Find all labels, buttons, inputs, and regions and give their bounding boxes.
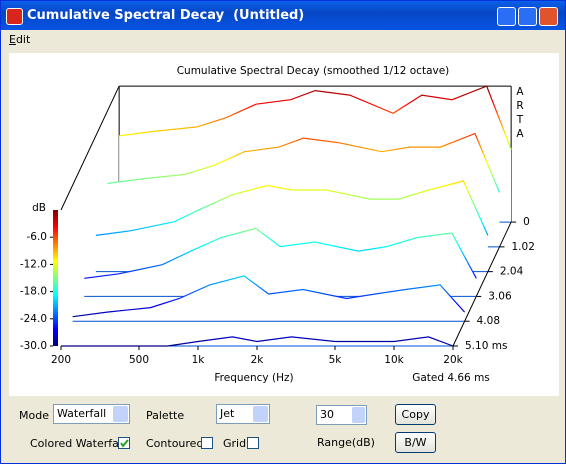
decay-slice (84, 227, 477, 279)
palette-label: Palette (146, 409, 185, 422)
range-value: 30 (320, 408, 334, 421)
dropdown-arrow (113, 406, 128, 422)
chart-title: Cumulative Spectral Decay (smoothed 1/12… (177, 65, 450, 77)
brand-letter: R (516, 100, 523, 112)
colored-waterfall-checkbox[interactable] (118, 437, 130, 449)
colored-waterfall-label: Colored Waterfall (30, 437, 125, 450)
z-tick-label: 3.06 (488, 290, 512, 302)
z-axis-label: Gated 4.66 ms (412, 372, 490, 384)
z-tick-label: 2.04 (500, 266, 524, 278)
y-tick-label: -18.0 (20, 286, 47, 298)
frame-line (452, 221, 512, 347)
menu-item[interactable]: Edit (9, 33, 31, 46)
slice-mask (84, 228, 477, 297)
x-tick-label: 200 (51, 354, 71, 366)
dropdown-arrow (253, 406, 268, 422)
maximize-button[interactable] (518, 7, 537, 26)
grid-checkbox[interactable] (247, 437, 259, 449)
y-tick-label: -30.0 (20, 340, 47, 352)
z-tick-label: 0 (523, 216, 530, 228)
chart: Cumulative Spectral Decay (smoothed 1/12… (9, 53, 559, 396)
frame-line (60, 85, 120, 211)
decay-slice (107, 132, 501, 193)
decay-slice (119, 85, 512, 150)
brand-letter: T (516, 114, 524, 126)
minimize-button[interactable] (497, 7, 516, 26)
brand-letter: A (516, 86, 524, 98)
slice-mask (72, 275, 465, 322)
y-tick-label: -24.0 (20, 313, 47, 325)
brand-letter: A (516, 128, 524, 140)
grid-label: Grid (223, 437, 247, 450)
app-icon (6, 8, 23, 25)
decay-slice (95, 180, 489, 236)
menu-bar: Edit (9, 33, 30, 46)
mode-label: Mode (19, 409, 49, 422)
slice-mask (61, 336, 453, 346)
spin-buttons[interactable] (352, 407, 365, 423)
range-label: Range(dB) (317, 436, 375, 449)
x-tick-label: 20k (443, 354, 463, 366)
palette-select[interactable]: Jet (216, 404, 270, 424)
title-bar: Cumulative Spectral Decay (Untitled) (1, 1, 565, 30)
x-axis-label: Frequency (Hz) (214, 372, 293, 384)
contoured-label: Contoured (146, 437, 204, 450)
mode-select[interactable]: Waterfall (53, 404, 130, 424)
x-tick-label: 10k (384, 354, 404, 366)
mode-value: Waterfall (57, 407, 107, 420)
copy-button[interactable]: Copy (395, 404, 436, 425)
range-spin[interactable]: 30 (316, 405, 367, 425)
checkmark (120, 439, 129, 448)
y-axis-label: dB (32, 202, 46, 214)
x-tick-label: 2k (251, 354, 265, 366)
colorbar (53, 210, 58, 346)
decay-slice (72, 275, 466, 318)
x-tick-label: 500 (129, 354, 149, 366)
x-tick-label: 5k (329, 354, 343, 366)
y-tick-label: -6.0 (27, 231, 48, 243)
z-tick-label: 5.10 ms (465, 340, 507, 352)
z-tick-label: 4.08 (477, 315, 500, 327)
palette-value: Jet (220, 407, 235, 420)
bw-button[interactable]: B/W (395, 432, 436, 453)
window-title: Cumulative Spectral Decay (Untitled) (27, 8, 305, 23)
y-tick-label: -12.0 (20, 258, 47, 270)
contoured-checkbox[interactable] (201, 437, 213, 449)
z-tick-label: 1.02 (512, 241, 535, 253)
x-tick-label: 1k (192, 354, 206, 366)
close-button[interactable] (539, 7, 558, 26)
